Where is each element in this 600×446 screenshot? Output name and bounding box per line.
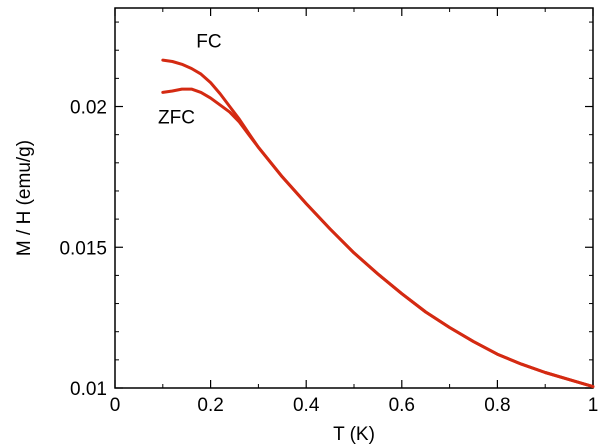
annotation-layer: FC ZFC bbox=[158, 31, 222, 128]
axis-ticks bbox=[114, 8, 594, 389]
x-tick-labels: 0 0.2 0.4 0.6 0.8 1 bbox=[110, 395, 599, 416]
annotation-fc: FC bbox=[196, 31, 221, 52]
x-axis-label: T (K) bbox=[333, 424, 375, 445]
y-tick-label: 0.02 bbox=[70, 98, 107, 119]
series-layer bbox=[161, 58, 595, 389]
y-axis-label: M / H (emu/g) bbox=[14, 140, 35, 256]
x-tick-label: 0.8 bbox=[484, 395, 510, 416]
series-line-zfc bbox=[161, 87, 595, 389]
x-tick-label: 0.6 bbox=[389, 395, 415, 416]
x-tick-label: 0 bbox=[110, 395, 121, 416]
y-tick-label: 0.01 bbox=[70, 379, 107, 400]
y-tick-label: 0.015 bbox=[59, 238, 107, 259]
x-tick-label: 1 bbox=[588, 395, 599, 416]
x-tick-label: 0.2 bbox=[197, 395, 223, 416]
annotation-zfc: ZFC bbox=[158, 107, 195, 128]
y-tick-labels: 0.01 0.015 0.02 bbox=[59, 98, 107, 400]
x-tick-label: 0.4 bbox=[293, 395, 320, 416]
